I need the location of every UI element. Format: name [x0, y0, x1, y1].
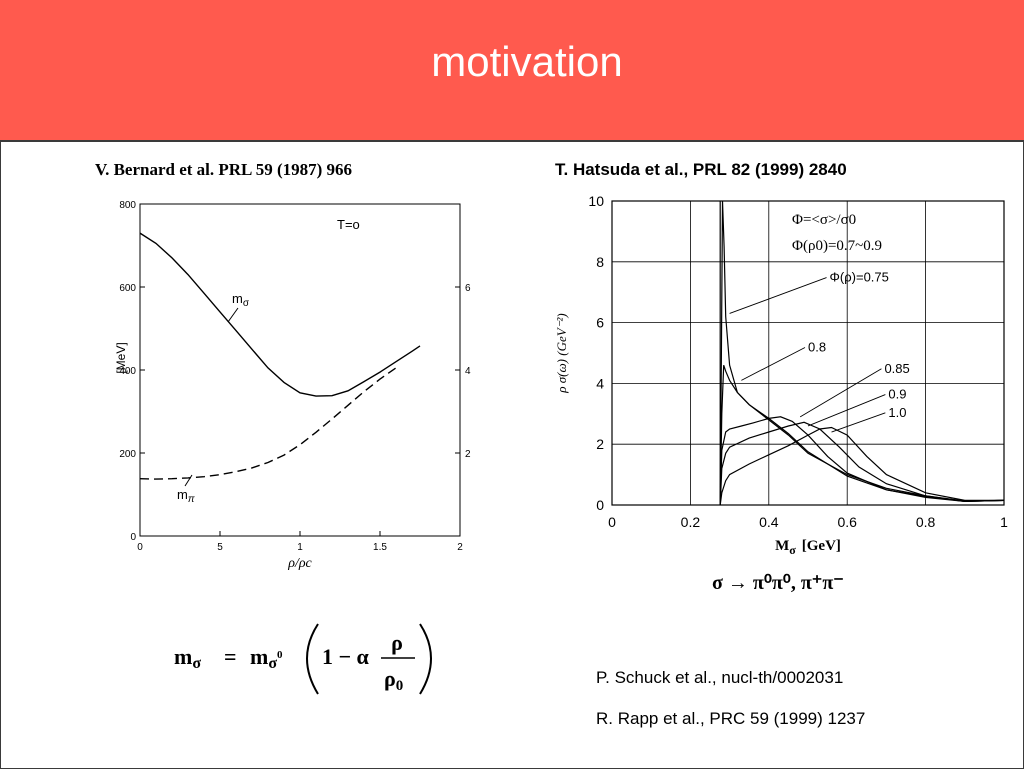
sigma-mass-label-sub: σ: [243, 298, 250, 309]
right-x-tick-label: 1: [1000, 514, 1008, 530]
left-y-tick-label: 800: [119, 200, 136, 211]
right-chart-xlabel-sub: σ: [789, 543, 796, 557]
formula-lhs-sub: σ: [192, 655, 201, 672]
bernard-mass-chart: 0 5 1 1.5 2 0 200 400 600 800 2 4 6 T=o [MeV] ρ/ρc m…: [114, 200, 471, 571]
left-x-tick-label: 5: [217, 542, 223, 553]
right-y-tick-label: 2: [596, 436, 604, 452]
left-x-tick-label: 1: [297, 542, 303, 553]
legend-line-1: Φ=<σ>/σ0: [792, 212, 856, 228]
pion-mass-label-sub: π: [188, 494, 195, 505]
title-bar: motivation: [0, 0, 1024, 140]
left-x-tick-label: 2: [457, 542, 463, 553]
left-citation: V. Bernard et al. PRL 59 (1987) 966: [95, 160, 353, 179]
reference-rapp: R. Rapp et al., PRC 59 (1999) 1237: [596, 709, 866, 728]
curve-label: 0.85: [884, 361, 909, 376]
right-chart-xlabel-main: M: [775, 538, 789, 554]
left-right-tick-label: 2: [465, 449, 471, 460]
left-chart-ticks: 0 5 1 1.5 2 0 200 400 600 800 2 4 6: [119, 200, 471, 553]
pion-mass-label: mπ: [177, 487, 195, 505]
formula-rhs-sup: 0: [277, 649, 283, 661]
formula-equals: =: [224, 644, 237, 669]
right-y-tick-label: 6: [596, 315, 604, 331]
curve-label-pointer: [729, 277, 827, 314]
pion-label-pointer: [184, 474, 193, 487]
mass-scaling-formula: mσ = mσ0 1 − α ρ ρ0: [174, 623, 432, 695]
right-chart-grid: [611, 200, 1005, 506]
left-chart-annotation: T=o: [337, 217, 360, 232]
pion-mass-curve: [139, 367, 397, 480]
curve-label-pointer: [799, 368, 882, 418]
left-x-tick-label: 1.5: [373, 542, 387, 553]
right-x-tick-label: 0.4: [759, 514, 779, 530]
right-y-tick-label: 8: [596, 254, 604, 270]
spectral-curve: [719, 365, 1005, 506]
curve-label-pointer: [741, 347, 806, 381]
formula-denominator: ρ0: [384, 666, 403, 694]
right-chart-xlabel-unit: [GeV]: [802, 538, 841, 554]
left-y-tick-label: 200: [119, 449, 136, 460]
left-chart-ylabel: [MeV]: [114, 342, 128, 373]
right-x-tick-label: 0.6: [837, 514, 857, 530]
left-chart-series: [139, 232, 421, 480]
spectral-curve: [719, 416, 1005, 506]
formula-left-paren: [306, 623, 319, 695]
formula-rhs-sub: σ: [268, 655, 277, 672]
formula-rhs-main: m: [250, 644, 268, 669]
left-chart-axes-box: [139, 203, 461, 537]
reference-schuck: P. Schuck et al., nucl-th/0002031: [596, 668, 844, 687]
left-x-tick-label: 0: [137, 542, 143, 553]
formula-numerator: ρ: [391, 630, 403, 655]
right-chart-ylabel: ρ σ(ω) (GeV⁻²): [554, 313, 569, 394]
formula-right-paren: [419, 623, 432, 695]
formula-lhs: mσ: [174, 644, 201, 672]
right-chart-series: [719, 200, 1005, 506]
formula-lhs-main: m: [174, 644, 192, 669]
sigma-mass-curve: [139, 232, 421, 397]
formula-one-minus-alpha: 1 − α: [322, 644, 370, 669]
curve-label: 0.8: [808, 339, 826, 354]
left-right-tick-label: 6: [465, 283, 471, 294]
right-y-tick-label: 10: [588, 193, 604, 209]
spectral-curve: [719, 200, 1005, 506]
right-x-tick-label: 0: [608, 514, 616, 530]
sigma-label-pointer: [227, 307, 239, 323]
left-y-tick-label: 400: [119, 366, 136, 377]
right-y-tick-label: 4: [596, 375, 604, 391]
curve-label: Φ(ρ)=0.75: [830, 270, 889, 285]
left-y-tick-label: 0: [130, 532, 136, 543]
right-x-tick-label: 0.8: [916, 514, 936, 530]
slide-title: motivation: [431, 38, 623, 85]
pion-mass-label-main: m: [177, 487, 188, 502]
left-right-tick-label: 4: [465, 366, 471, 377]
curve-label-pointer: [831, 412, 886, 433]
formula-denominator-sub: 0: [396, 678, 404, 694]
right-y-tick-label: 0: [596, 497, 604, 513]
formula-denominator-main: ρ: [384, 666, 396, 691]
curve-label: 0.9: [888, 387, 906, 402]
left-y-tick-label: 600: [119, 283, 136, 294]
spectral-curve: [719, 426, 1004, 506]
right-chart-curve-labels: Φ(ρ)=0.75 0.8 0.85 0.9 1.0: [729, 270, 910, 433]
legend-line-2: Φ(ρ0)=0.7~0.9: [792, 238, 882, 254]
decay-channel-label: σ → π⁰π⁰, π⁺π⁻: [712, 572, 844, 594]
sigma-mass-label: mσ: [232, 291, 250, 309]
curve-label: 1.0: [888, 405, 906, 420]
left-chart-frame: [139, 203, 461, 537]
spectral-curve: [719, 421, 1005, 506]
sigma-mass-label-main: m: [232, 291, 243, 306]
right-citation: T. Hatsuda et al., PRL 82 (1999) 2840: [555, 160, 847, 179]
curve-label-pointer: [807, 394, 886, 427]
right-chart-axes-box: [611, 200, 1005, 506]
right-chart-xlabel: Mσ [GeV]: [775, 538, 841, 557]
left-chart-xlabel: ρ/ρc: [287, 556, 312, 571]
formula-rhs-mass: mσ0: [250, 644, 283, 672]
right-x-tick-label: 0.2: [681, 514, 701, 530]
